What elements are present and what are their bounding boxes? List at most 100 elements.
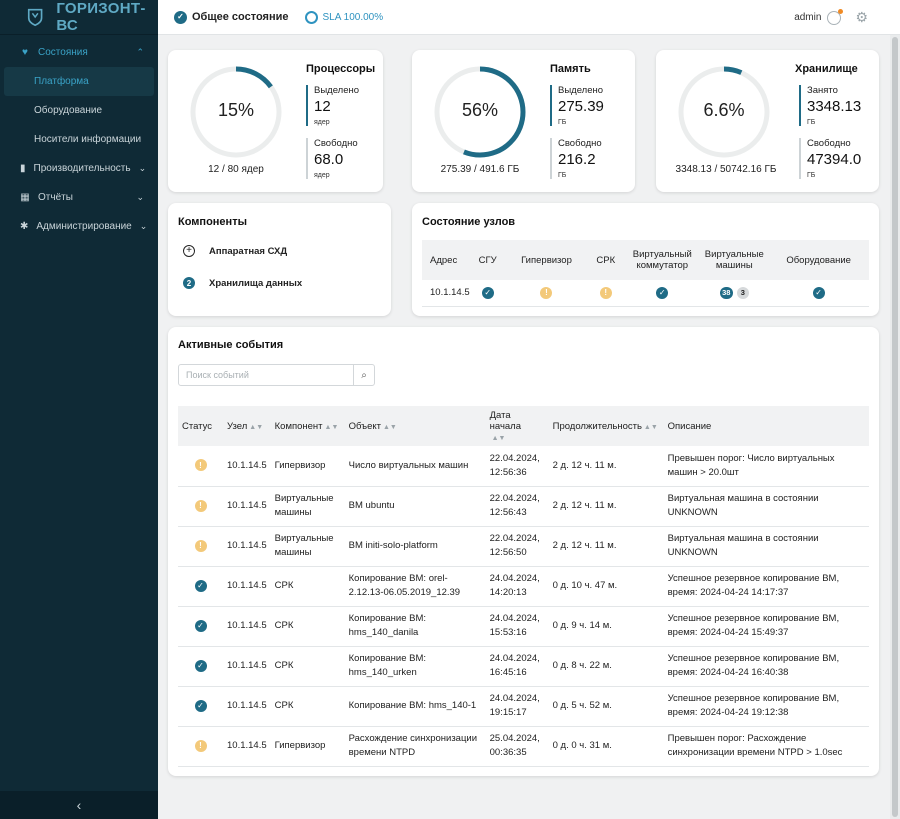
check-circle-icon: ✓ bbox=[174, 10, 187, 24]
col-date[interactable]: Дата начала ▲▼ bbox=[485, 406, 549, 446]
event-status: ✓ bbox=[178, 566, 223, 607]
event-description: Виртуальная машина в состоянии UNKNOWN bbox=[663, 486, 869, 527]
stat-label: Выделено bbox=[558, 85, 604, 96]
event-date: 25.04.2024, 00:36:35 bbox=[485, 726, 549, 767]
overall-status[interactable]: ✓ Общее состояние bbox=[174, 10, 289, 24]
table-row[interactable]: ! 10.1.14.5 Гипервизор Число виртуальных ма… bbox=[178, 446, 869, 487]
stat-unit: ГБ bbox=[807, 172, 816, 179]
sidebar-group-performance[interactable]: ▮ Производительность ⌄ bbox=[0, 154, 158, 183]
sidebar-group-states[interactable]: ♥ Состояния ⌃ bbox=[0, 38, 158, 67]
sla-ring-icon bbox=[304, 10, 318, 24]
stat-value: 47394.0 bbox=[807, 151, 862, 168]
sidebar-item-storage-media[interactable]: Носители информации bbox=[34, 134, 142, 145]
event-node: 10.1.14.5 bbox=[223, 486, 271, 527]
col-object[interactable]: Объект ▲▼ bbox=[344, 406, 486, 446]
table-row[interactable]: ! 10.1.14.5 Виртуальные машины ВМ ubuntu 22.… bbox=[178, 486, 869, 527]
event-component: СРК bbox=[270, 686, 345, 727]
col-description: Описание bbox=[663, 406, 869, 446]
warning-icon: ! bbox=[194, 459, 207, 472]
sort-icon[interactable]: ▲▼ bbox=[382, 423, 397, 431]
sort-icon[interactable]: ▲▼ bbox=[643, 423, 658, 431]
table-row[interactable]: ✓ 10.1.14.5 СРК Копирование ВМ: hms_140-1 24… bbox=[178, 686, 869, 727]
stat-unit: ГБ bbox=[558, 172, 567, 179]
event-status: ! bbox=[178, 726, 223, 767]
component-data-stores[interactable]: 2 Хранилища данных bbox=[183, 277, 302, 289]
sidebar-group-label: Состояния bbox=[38, 47, 88, 58]
search-icon[interactable]: ⌕ bbox=[353, 365, 374, 385]
brand-logo[interactable]: ГОРИЗОНТ-ВС bbox=[0, 0, 158, 35]
node-status-table-wrap: Адрес СГУ Гипервизор СРК Виртуальный ком… bbox=[422, 240, 869, 307]
sort-icon[interactable]: ▲▼ bbox=[491, 434, 506, 442]
sidebar-group-administration[interactable]: ✱ Администрирование ⌄ bbox=[0, 212, 158, 241]
vm-ok-count-badge[interactable]: 38 bbox=[719, 286, 733, 299]
table-row[interactable]: ! 10.1.14.5 Виртуальные машины ВМ initi-sol… bbox=[178, 526, 869, 567]
component-hardware-storage[interactable]: + Аппаратная СХД bbox=[183, 245, 287, 257]
sidebar-group-reports[interactable]: ▦ Отчёты ⌄ bbox=[0, 183, 158, 212]
col-duration[interactable]: Продолжительность ▲▼ bbox=[548, 406, 664, 446]
sla-label: SLA 100.00% bbox=[322, 11, 384, 23]
check-circle-icon: ✓ bbox=[194, 659, 207, 672]
col-status: Статус bbox=[178, 406, 223, 446]
event-component: Виртуальные машины bbox=[270, 526, 345, 567]
stat-label: Занято bbox=[807, 85, 838, 96]
col-hypervisor: Гипервизор bbox=[505, 240, 588, 280]
events-search-input[interactable] bbox=[179, 365, 353, 385]
node-status-card: Состояние узлов Адрес СГУ Гипервизор СРК… bbox=[412, 203, 879, 316]
cpu-title: Процессоры bbox=[306, 63, 376, 75]
event-duration: 2 д. 12 ч. 11 м. bbox=[548, 486, 664, 527]
event-node: 10.1.14.5 bbox=[223, 526, 271, 567]
vm-other-count-badge[interactable]: 3 bbox=[736, 286, 749, 299]
event-date: 22.04.2024, 12:56:50 bbox=[485, 526, 549, 567]
cpu-card: 15% 12 / 80 ядер Процессоры Выделено 12 … bbox=[168, 50, 383, 192]
sidebar-item-hardware[interactable]: Оборудование bbox=[34, 105, 103, 116]
event-duration: 0 д. 0 ч. 31 м. bbox=[548, 726, 664, 767]
table-row[interactable]: 10.1.14.5 ✓ ! ! ✓ 38 3 ✓ bbox=[422, 280, 869, 307]
bar-chart-icon: ▮ bbox=[20, 163, 26, 174]
event-description: Виртуальная машина в состоянии UNKNOWN bbox=[663, 526, 869, 567]
event-node: 10.1.14.5 bbox=[223, 446, 271, 487]
calendar-icon: ▦ bbox=[20, 192, 30, 203]
col-label: Объект bbox=[348, 420, 381, 432]
event-status: ! bbox=[178, 446, 223, 487]
check-circle-icon: ✓ bbox=[194, 699, 207, 712]
check-circle-icon: ✓ bbox=[812, 286, 825, 299]
storage-summary: 3348.13 / 50742.16 ГБ bbox=[675, 164, 777, 175]
col-component[interactable]: Компонент ▲▼ bbox=[270, 406, 345, 446]
chevron-down-icon: ⌄ bbox=[136, 192, 144, 202]
brand-name: ГОРИЗОНТ-ВС bbox=[56, 0, 146, 34]
event-date: 24.04.2024, 19:15:17 bbox=[485, 686, 549, 727]
sidebar-group-label: Администрирование bbox=[36, 221, 132, 232]
table-row[interactable]: ✓ 10.1.14.5 СРК Копирование ВМ: orel-2.12.1… bbox=[178, 566, 869, 607]
sidebar-group-label: Отчёты bbox=[38, 192, 73, 203]
col-node[interactable]: Узел ▲▼ bbox=[223, 406, 271, 446]
sgu-status: ✓ bbox=[469, 280, 506, 307]
event-component: Гипервизор bbox=[270, 446, 345, 487]
user-avatar-icon[interactable] bbox=[827, 8, 844, 25]
event-duration: 0 д. 9 ч. 14 м. bbox=[548, 606, 664, 647]
vm-status: 38 3 bbox=[700, 280, 769, 307]
table-row[interactable]: ✓ 10.1.14.5 СРК Копирование ВМ: hms_140_urk… bbox=[178, 646, 869, 687]
page-scrollbar[interactable] bbox=[890, 35, 900, 819]
settings-gear-icon[interactable]: ⚙ bbox=[855, 9, 868, 25]
event-description: Превышен порог: Число виртуальных машин … bbox=[663, 446, 869, 487]
sidebar-collapse-button[interactable]: ‹ bbox=[0, 791, 158, 819]
node-address[interactable]: 10.1.14.5 bbox=[422, 280, 470, 307]
event-date: 24.04.2024, 14:20:13 bbox=[485, 566, 549, 607]
col-srk: СРК bbox=[587, 240, 625, 280]
components-title: Компоненты bbox=[178, 216, 247, 228]
sort-icon[interactable]: ▲▼ bbox=[249, 423, 264, 431]
node-status-title: Состояние узлов bbox=[422, 216, 516, 228]
memory-free: Свободно 216.2 ГБ bbox=[550, 138, 602, 179]
sort-icon[interactable]: ▲▼ bbox=[324, 423, 339, 431]
event-date: 24.04.2024, 16:45:16 bbox=[485, 646, 549, 687]
stat-value: 12 bbox=[314, 98, 331, 115]
sidebar-item-platform[interactable]: Платформа bbox=[4, 67, 154, 96]
col-sgu: СГУ bbox=[469, 240, 506, 280]
table-row[interactable]: ! 10.1.14.5 Гипервизор Расхождение синхрони… bbox=[178, 726, 869, 767]
username[interactable]: admin bbox=[794, 12, 822, 23]
sla-indicator[interactable]: SLA 100.00% bbox=[304, 10, 384, 24]
storage-gauge bbox=[678, 66, 770, 158]
table-row[interactable]: ✓ 10.1.14.5 СРК Копирование ВМ: hms_140_dan… bbox=[178, 606, 869, 647]
col-label: Статус bbox=[182, 420, 213, 432]
scrollbar-thumb[interactable] bbox=[892, 37, 898, 817]
